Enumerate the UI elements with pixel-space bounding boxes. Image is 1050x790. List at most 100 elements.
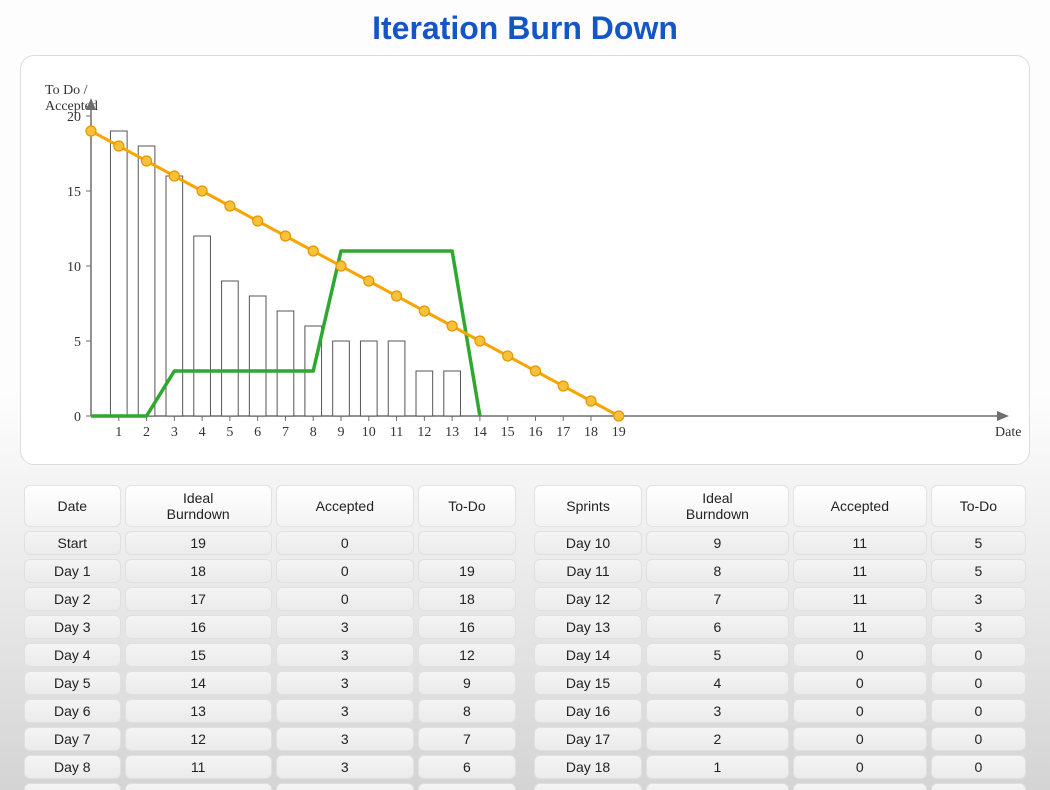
table-cell: 0 [931,671,1026,695]
table-cell: Day 4 [24,643,121,667]
table-cell: 1 [646,755,789,779]
svg-text:7: 7 [282,425,289,440]
table-cell: Day 1 [24,559,121,583]
table-cell: 0 [793,671,927,695]
table-cell: 9 [646,531,789,555]
table-cell: 5 [646,643,789,667]
table-cell: 0 [931,699,1026,723]
table-cell [418,531,516,555]
table-row: Day 217018 [24,587,516,611]
svg-text:2: 2 [143,425,150,440]
data-tables: DateIdealBurndownAcceptedTo-DoStart190Da… [20,481,1030,790]
table-cell: 0 [276,531,414,555]
svg-text:14: 14 [473,425,487,440]
svg-text:15: 15 [501,425,515,440]
table-cell: 0 [646,783,789,790]
table-cell: 5 [931,531,1026,555]
svg-text:15: 15 [67,185,81,200]
table-row: Day 14500 [534,643,1026,667]
table-cell: 4 [646,671,789,695]
table-cell: 7 [418,727,516,751]
table-cell: 5 [418,783,516,790]
svg-text:10: 10 [67,260,81,275]
table-cell: Day 14 [534,643,642,667]
col-header: Accepted [793,485,927,527]
table-cell: Day 19 [534,783,642,790]
table-cell: Day 18 [534,755,642,779]
table-row: Day 316316 [24,615,516,639]
table-cell: Day 16 [534,699,642,723]
svg-text:5: 5 [226,425,233,440]
table-cell: 17 [125,587,272,611]
svg-text:18: 18 [584,425,598,440]
table-row: Day 19000 [534,783,1026,790]
table-cell: Day 10 [534,531,642,555]
svg-text:16: 16 [528,425,542,440]
table-cell: Start [24,531,121,555]
table-cell: 0 [931,727,1026,751]
table-row: Day 16300 [534,699,1026,723]
table-cell: 3 [276,727,414,751]
table-row: Start190 [24,531,516,555]
table-cell: 3 [276,643,414,667]
col-header: To-Do [931,485,1026,527]
table-row: Day 910115 [24,783,516,790]
table-cell: Day 7 [24,727,121,751]
table-cell: 11 [793,531,927,555]
table-row: Day 17200 [534,727,1026,751]
svg-text:To Do /: To Do / [45,83,88,98]
svg-text:5: 5 [74,335,81,350]
table-cell: 12 [418,643,516,667]
svg-text:13: 13 [445,425,459,440]
table-cell: Day 2 [24,587,121,611]
data-table-right: SprintsIdealBurndownAcceptedTo-DoDay 109… [530,481,1030,790]
table-cell: 7 [646,587,789,611]
table-cell: 15 [125,643,272,667]
col-header: Sprints [534,485,642,527]
table-cell: 0 [276,559,414,583]
col-header: IdealBurndown [125,485,272,527]
svg-text:17: 17 [556,425,570,440]
table-cell: 0 [793,643,927,667]
table-cell: Day 13 [534,615,642,639]
table-row: Day 71237 [24,727,516,751]
table-cell: 5 [931,559,1026,583]
table-cell: 0 [793,727,927,751]
burndown-chart: To Do /Accepted0510152012345678910111213… [20,55,1030,465]
table-cell: 10 [125,783,272,790]
table-cell: 0 [931,755,1026,779]
table-cell: 19 [418,559,516,583]
table-cell: 11 [125,755,272,779]
col-header: To-Do [418,485,516,527]
table-cell: 0 [931,783,1026,790]
table-cell: Day 6 [24,699,121,723]
table-cell: 16 [125,615,272,639]
svg-text:1: 1 [115,425,122,440]
table-cell: Day 15 [534,671,642,695]
data-table-left: DateIdealBurndownAcceptedTo-DoStart190Da… [20,481,520,790]
table-cell: Day 17 [534,727,642,751]
svg-text:8: 8 [310,425,317,440]
svg-text:20: 20 [67,110,81,125]
table-row: Day 118115 [534,559,1026,583]
table-cell: 16 [418,615,516,639]
svg-text:10: 10 [362,425,376,440]
table-cell: 0 [931,643,1026,667]
svg-text:Date: Date [995,425,1021,440]
table-cell: 18 [125,559,272,583]
table-cell: 0 [276,587,414,611]
chart-svg: To Do /Accepted0510152012345678910111213… [21,56,1031,466]
table-cell: 3 [276,615,414,639]
table-cell: 8 [418,699,516,723]
svg-text:9: 9 [338,425,345,440]
table-row: Day 136113 [534,615,1026,639]
table-cell: 12 [125,727,272,751]
table-row: Day 118019 [24,559,516,583]
table-cell: 9 [418,671,516,695]
table-cell: 3 [276,755,414,779]
table-row: Day 109115 [534,531,1026,555]
table-cell: 3 [646,699,789,723]
table-cell: 3 [931,587,1026,611]
svg-text:0: 0 [74,410,81,425]
table-row: Day 15400 [534,671,1026,695]
